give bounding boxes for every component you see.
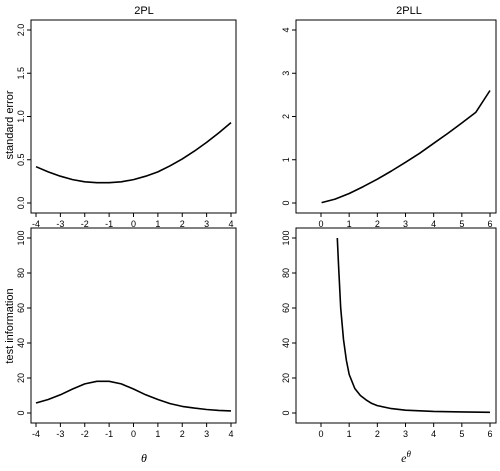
row-label-test-information: test information bbox=[4, 288, 16, 363]
x-tick-label: 2 bbox=[375, 429, 380, 439]
x-tick-label: 4 bbox=[431, 429, 436, 439]
x-tick-label: 4 bbox=[431, 219, 436, 229]
y-tick-label: 100 bbox=[16, 230, 26, 245]
x-tick-label: 1 bbox=[347, 219, 352, 229]
panel-0: 0.0 0.5 1.0 1.5 2.0 -4 -3 -2 -1 0 1 2 3 4 bbox=[16, 19, 237, 229]
panel-2: 0 20 40 60 80 100 -4 -3 -2 -1 0 1 2 3 4 bbox=[16, 227, 237, 439]
x-tick-label: 2 bbox=[375, 219, 380, 229]
x-tick-label: 3 bbox=[403, 429, 408, 439]
x-tick-label: 5 bbox=[459, 219, 464, 229]
x-axis-label-exp-theta: eθ bbox=[401, 449, 411, 465]
y-tick-label: 0 bbox=[281, 410, 291, 415]
y-tick-label: 60 bbox=[16, 303, 26, 313]
y-tick-label: 1.5 bbox=[16, 67, 26, 80]
y-tick-label: 0 bbox=[281, 200, 291, 205]
row-label-standard-error: standard error bbox=[4, 90, 16, 159]
x-tick-label: 4 bbox=[228, 429, 233, 439]
x-tick-label: -3 bbox=[56, 219, 64, 229]
x-tick-label: 4 bbox=[228, 219, 233, 229]
x-tick-label: 2 bbox=[180, 429, 185, 439]
y-tick-label: 40 bbox=[16, 338, 26, 348]
y-tick-label: 0.5 bbox=[16, 153, 26, 166]
series-line bbox=[35, 380, 232, 412]
plot-frame bbox=[295, 19, 497, 214]
x-tick-label: -1 bbox=[105, 429, 113, 439]
series-line bbox=[321, 90, 491, 204]
y-tick-label: 80 bbox=[281, 268, 291, 278]
column-title-2pl: 2PL bbox=[134, 5, 154, 17]
x-tick-label: 3 bbox=[204, 429, 209, 439]
x-tick-label: 0 bbox=[318, 429, 323, 439]
x-tick-label: -3 bbox=[56, 429, 64, 439]
y-tick-label: 1 bbox=[281, 157, 291, 162]
y-tick-label: 20 bbox=[16, 373, 26, 383]
x-axis-label-theta: θ bbox=[141, 451, 147, 465]
x-tick-label: 0 bbox=[131, 219, 136, 229]
x-tick-label: -4 bbox=[32, 219, 40, 229]
y-tick-label: 100 bbox=[281, 230, 291, 245]
column-title-2pll: 2PLL bbox=[396, 5, 422, 17]
y-tick-label: 0.0 bbox=[16, 197, 26, 210]
series-line bbox=[336, 237, 491, 414]
x-tick-label: -1 bbox=[105, 219, 113, 229]
y-tick-label: 20 bbox=[281, 373, 291, 383]
plot-frame bbox=[295, 227, 497, 424]
x-tick-label: 6 bbox=[487, 219, 492, 229]
panel-1: 0 1 2 3 4 0 1 2 3 4 5 6 bbox=[281, 19, 497, 229]
y-tick-label: 80 bbox=[16, 268, 26, 278]
x-tick-label: 3 bbox=[204, 219, 209, 229]
x-tick-label: 3 bbox=[403, 219, 408, 229]
x-tick-label: 6 bbox=[487, 429, 492, 439]
y-tick-label: 3 bbox=[281, 71, 291, 76]
y-tick-label: 4 bbox=[281, 27, 291, 32]
x-axis-label-exp-sup: θ bbox=[406, 449, 411, 459]
x-tick-label: 0 bbox=[318, 219, 323, 229]
x-tick-label: -2 bbox=[81, 429, 89, 439]
x-tick-label: 0 bbox=[131, 429, 136, 439]
x-axis-label-theta-base: θ bbox=[141, 451, 147, 465]
y-tick-label: 60 bbox=[281, 303, 291, 313]
y-tick-label: 2 bbox=[281, 114, 291, 119]
y-tick-label: 1.0 bbox=[16, 110, 26, 123]
y-tick-label: 0 bbox=[16, 410, 26, 415]
plot-frame bbox=[30, 19, 237, 214]
x-tick-label: 1 bbox=[155, 219, 160, 229]
x-tick-label: 2 bbox=[180, 219, 185, 229]
x-tick-label: -2 bbox=[81, 219, 89, 229]
x-tick-label: 1 bbox=[347, 429, 352, 439]
x-tick-label: 5 bbox=[459, 429, 464, 439]
x-axis-label-exp-base: e bbox=[401, 451, 407, 465]
x-tick-label: 1 bbox=[155, 429, 160, 439]
panel-3: 0 20 40 60 80 100 0 1 2 3 4 5 6 bbox=[281, 227, 497, 439]
series-line bbox=[35, 121, 232, 184]
y-tick-label: 2.0 bbox=[16, 24, 26, 37]
y-tick-label: 40 bbox=[281, 338, 291, 348]
x-tick-label: -4 bbox=[32, 429, 40, 439]
